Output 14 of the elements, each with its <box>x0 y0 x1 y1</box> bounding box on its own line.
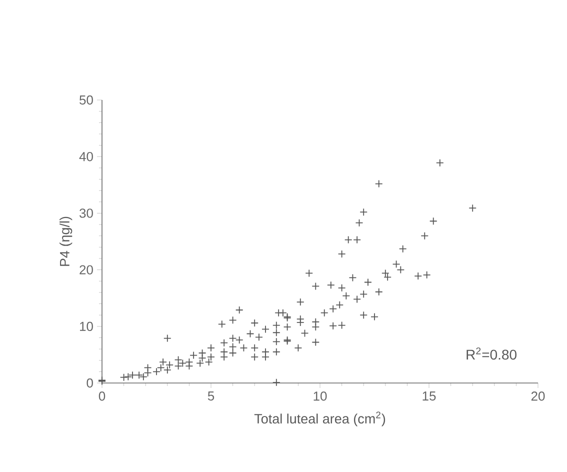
annotation: R$^{2}$=0.80 <box>466 347 516 360</box>
x-axis-title: Total luteal area (cm$^{2}$) <box>254 412 386 426</box>
x-tick-label: 15 <box>422 392 436 401</box>
y-tick-label: 20 <box>80 265 93 274</box>
y-axis-title: P4 (ηg/l) <box>60 216 72 266</box>
y-tick-label: 40 <box>79 152 93 162</box>
y-tick-label: 0 <box>86 378 93 388</box>
y-tick-label: 10 <box>80 322 93 331</box>
x-tick-label: 10 <box>314 392 327 401</box>
y-tick-label: 50 <box>80 95 93 105</box>
y-tick-label: 30 <box>80 208 93 218</box>
x-tick-label: 0 <box>98 392 106 401</box>
x-tick-label: 20 <box>531 392 545 401</box>
x-tick-label: 5 <box>208 392 214 401</box>
